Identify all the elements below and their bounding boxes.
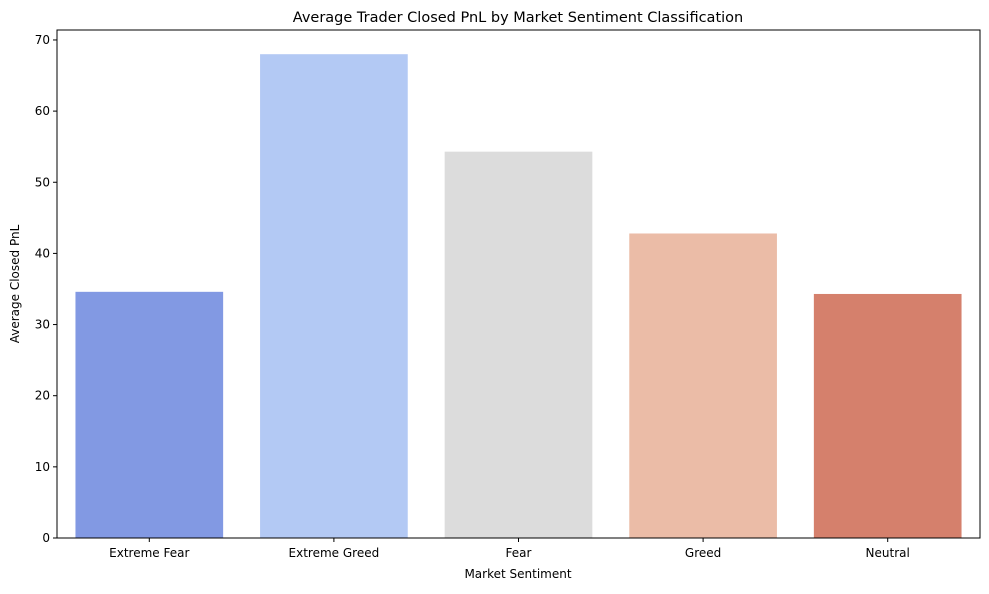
- y-tick-label: 0: [42, 531, 50, 545]
- x-axis: Extreme Fear Extreme Greed Fear Greed Neutra…: [109, 538, 910, 560]
- y-tick-label: 70: [35, 33, 50, 47]
- bar-greed: [629, 233, 777, 538]
- y-axis: 0 10 20 30 40 50 60 70: [35, 33, 57, 545]
- bar-neutral: [813, 293, 962, 538]
- y-axis-label: Average Closed PnL: [8, 224, 22, 343]
- bar-fear: [444, 151, 593, 538]
- bar-extreme-fear: [75, 291, 224, 538]
- x-tick-label: Neutral: [866, 546, 910, 560]
- chart-title: Average Trader Closed PnL by Market Sent…: [293, 10, 743, 26]
- plot-frame: [56, 29, 981, 539]
- x-axis-label: Market Sentiment: [464, 567, 571, 581]
- y-tick-label: 60: [35, 104, 50, 118]
- bars-layer: [75, 54, 962, 538]
- bar-extreme-greed: [260, 54, 408, 538]
- x-tick-label: Extreme Greed: [289, 546, 380, 560]
- x-tick-label: Fear: [506, 546, 532, 560]
- y-tick-label: 50: [35, 175, 50, 189]
- y-tick-label: 10: [35, 460, 50, 474]
- y-tick-label: 30: [35, 318, 50, 332]
- y-tick-label: 40: [35, 246, 50, 260]
- x-tick-label: Extreme Fear: [109, 546, 189, 560]
- y-tick-label: 20: [35, 389, 50, 403]
- x-tick-label: Greed: [685, 546, 721, 560]
